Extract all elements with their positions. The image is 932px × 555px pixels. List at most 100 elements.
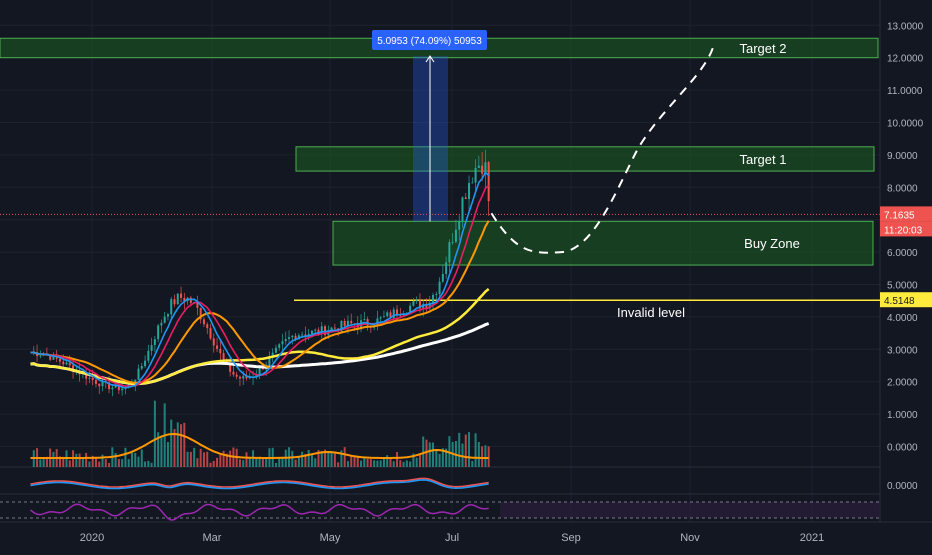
volume-bar: [435, 449, 438, 467]
candle-body: [166, 314, 169, 317]
candle-body: [291, 335, 294, 338]
volume-bar: [396, 452, 399, 467]
candle-body: [451, 241, 454, 243]
volume-bar: [317, 450, 320, 467]
candle-body: [330, 327, 333, 331]
volume-bar: [150, 462, 153, 467]
volume-bar: [58, 456, 61, 467]
volume-bar: [180, 424, 183, 467]
price-axis: 13.0000 12.0000 11.0000 10.0000 9.0000 8.0000…: [887, 21, 924, 492]
volume-bar: [157, 432, 160, 467]
volume-bar: [333, 453, 336, 467]
volume-bar: [147, 460, 150, 467]
volume-bar: [405, 460, 408, 467]
candle-body: [399, 315, 402, 317]
volume-bar: [366, 458, 369, 467]
candle-body: [409, 305, 412, 314]
candle-body: [471, 182, 474, 184]
volume-bar: [258, 456, 261, 467]
volume-bar: [124, 447, 127, 467]
volume-bar: [186, 451, 189, 467]
volume-bar: [307, 449, 310, 467]
candle-body: [261, 368, 264, 370]
volume-bar: [363, 457, 366, 467]
time-axis-label: 2021: [800, 532, 824, 544]
volume-bar: [248, 458, 251, 467]
price-axis-label: 12.0000: [887, 54, 924, 65]
volume-bar: [170, 419, 173, 467]
candle-body: [317, 329, 320, 334]
candle-body: [49, 355, 52, 360]
candle-body: [271, 352, 274, 358]
candle-body: [484, 162, 487, 174]
price-axis-label: 4.0000: [887, 313, 918, 324]
candle-body: [52, 354, 55, 360]
rsi-band: [500, 502, 880, 518]
candle-body: [389, 312, 392, 319]
volume-bar: [209, 462, 212, 467]
candle-body: [229, 362, 232, 372]
price-axis-label: 3.0000: [887, 345, 918, 356]
candle-body: [487, 162, 490, 202]
volume-bar: [242, 460, 245, 467]
volume-bar: [114, 453, 117, 467]
candle-body: [199, 307, 202, 320]
volume-bar: [412, 453, 415, 467]
volume-bar: [330, 452, 333, 467]
volume-bar: [121, 459, 124, 467]
volume-bar: [225, 453, 228, 467]
volume-bar: [212, 460, 215, 467]
candle-body: [386, 312, 389, 317]
volume-bar: [144, 461, 147, 467]
ma-orange-line: [30, 220, 490, 384]
volume-bar: [134, 452, 137, 467]
countdown-badge-bg: [880, 221, 932, 237]
volume-bar: [353, 455, 356, 467]
candles: [32, 149, 490, 397]
candle-body: [183, 297, 186, 302]
candle-body: [418, 300, 421, 309]
volume-bar: [108, 462, 111, 467]
price-badges: 7.1635 11:20:03 4.5148: [880, 206, 932, 308]
candle-body: [477, 165, 480, 168]
zone-target1: [295, 146, 875, 172]
candle-body: [324, 326, 327, 336]
volume-bar: [62, 456, 65, 467]
candle-body: [301, 334, 304, 336]
candle-body: [304, 334, 307, 336]
candle-body: [91, 377, 94, 381]
volume-bar: [441, 448, 444, 467]
candle-body: [144, 360, 147, 367]
candle-body: [222, 353, 225, 360]
volume-bar: [281, 457, 284, 467]
price-axis-label: 2.0000: [887, 378, 918, 389]
candle-body: [245, 376, 248, 379]
volume-bar: [461, 443, 464, 467]
volume-bar: [471, 461, 474, 467]
candle-body: [94, 380, 97, 384]
candle-body: [153, 339, 156, 346]
volume-bar: [101, 454, 104, 467]
price-axis-label: 11.0000: [887, 86, 923, 97]
volume-ma-line: [30, 432, 489, 459]
zone-buy-zone: [332, 220, 874, 266]
candle-body: [137, 368, 140, 380]
price-axis-label: 5.0000: [887, 281, 918, 292]
volume-bar: [343, 447, 346, 467]
candle-body: [415, 300, 418, 302]
candle-body: [320, 326, 323, 334]
candle-body: [438, 281, 441, 295]
volume-bar: [415, 457, 418, 467]
volume-bar: [422, 436, 425, 467]
candle-body: [235, 374, 238, 377]
candle-body: [307, 333, 310, 336]
candle-body: [255, 374, 258, 377]
volume-bar: [238, 459, 241, 467]
measure-label: 5.0953 (74.09%) 50953: [377, 36, 482, 47]
candle-body: [461, 197, 464, 222]
volume-bar: [382, 458, 385, 467]
candle-body: [268, 357, 271, 365]
candle-body: [396, 309, 399, 316]
